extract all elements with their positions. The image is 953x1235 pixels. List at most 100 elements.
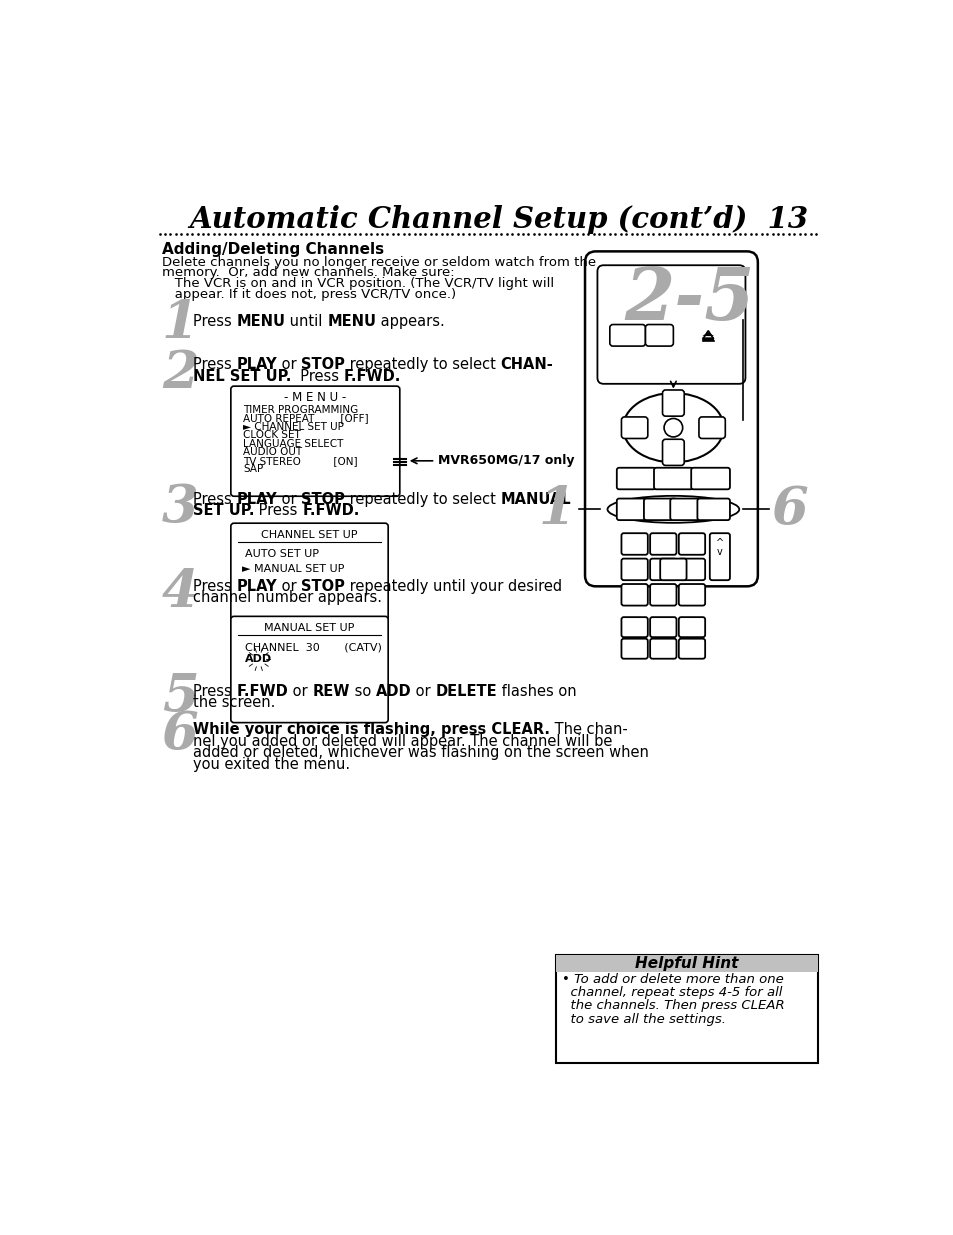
FancyBboxPatch shape [620, 638, 647, 658]
Text: or: or [276, 357, 301, 372]
Text: TIMER PROGRAMMING: TIMER PROGRAMMING [243, 405, 358, 415]
Text: MANUAL SET UP: MANUAL SET UP [264, 622, 355, 632]
FancyBboxPatch shape [679, 558, 704, 580]
FancyBboxPatch shape [679, 584, 704, 605]
Text: CHANNEL SET UP: CHANNEL SET UP [261, 530, 357, 540]
Text: channel, repeat steps 4-5 for all: channel, repeat steps 4-5 for all [561, 987, 781, 999]
Text: MENU: MENU [236, 314, 285, 329]
Text: 5: 5 [162, 671, 198, 722]
FancyBboxPatch shape [661, 440, 683, 466]
Text: MENU: MENU [327, 314, 375, 329]
FancyBboxPatch shape [654, 468, 692, 489]
Text: ADD: ADD [245, 655, 272, 664]
Text: Press: Press [193, 314, 236, 329]
Text: 1: 1 [162, 299, 198, 350]
Text: Press: Press [193, 579, 236, 594]
FancyBboxPatch shape [597, 266, 744, 384]
Text: repeatedly until your desired: repeatedly until your desired [345, 579, 561, 594]
Text: SET UP.: SET UP. [193, 504, 254, 519]
Text: MANUAL: MANUAL [500, 492, 571, 506]
Text: F.FWD.: F.FWD. [343, 368, 401, 384]
FancyBboxPatch shape [697, 499, 729, 520]
Text: Press: Press [254, 504, 302, 519]
Text: PLAY: PLAY [236, 579, 276, 594]
Text: ^: ^ [715, 538, 723, 548]
Text: or: or [288, 683, 312, 699]
FancyBboxPatch shape [649, 584, 676, 605]
Text: The chan-: The chan- [549, 722, 627, 737]
Text: PLAY: PLAY [236, 357, 276, 372]
FancyBboxPatch shape [231, 387, 399, 496]
Text: Press: Press [193, 683, 236, 699]
Text: 6: 6 [770, 484, 807, 535]
Text: CLOCK SET: CLOCK SET [243, 431, 301, 441]
FancyBboxPatch shape [679, 534, 704, 555]
FancyBboxPatch shape [617, 468, 655, 489]
Text: added or deleted, whichever was flashing on the screen when: added or deleted, whichever was flashing… [193, 745, 648, 761]
Text: ADD: ADD [375, 683, 411, 699]
Text: Adding/Deleting Channels: Adding/Deleting Channels [162, 242, 384, 257]
Text: 4: 4 [162, 567, 198, 618]
Bar [555, 955, 817, 972]
FancyBboxPatch shape [649, 558, 676, 580]
Text: DELETE: DELETE [435, 683, 497, 699]
FancyBboxPatch shape [609, 325, 645, 346]
Text: CHAN-: CHAN- [500, 357, 553, 372]
Text: you exited the menu.: you exited the menu. [193, 757, 350, 772]
Text: NEL SET UP.: NEL SET UP. [193, 368, 291, 384]
Text: 1: 1 [538, 484, 575, 535]
Text: or: or [411, 683, 435, 699]
Text: - M E N U -: - M E N U - [284, 391, 346, 404]
FancyBboxPatch shape [661, 390, 683, 416]
FancyBboxPatch shape [699, 417, 724, 438]
Text: AUTO REPEAT        [OFF]: AUTO REPEAT [OFF] [243, 414, 369, 424]
Text: Helpful Hint: Helpful Hint [634, 956, 738, 971]
Text: until: until [285, 314, 327, 329]
Text: appears.: appears. [375, 314, 444, 329]
FancyBboxPatch shape [679, 618, 704, 637]
FancyBboxPatch shape [670, 499, 702, 520]
Text: Press: Press [291, 368, 343, 384]
FancyBboxPatch shape [679, 638, 704, 658]
Text: TV STEREO          [ON]: TV STEREO [ON] [243, 456, 357, 466]
Text: Delete channels you no longer receive or seldom watch from the: Delete channels you no longer receive or… [162, 256, 596, 269]
Text: 6: 6 [162, 709, 198, 761]
Text: the screen.: the screen. [193, 695, 275, 710]
Text: LANGUAGE SELECT: LANGUAGE SELECT [243, 438, 343, 448]
Text: flashes on: flashes on [497, 683, 576, 699]
Text: repeatedly to select: repeatedly to select [345, 492, 500, 506]
FancyBboxPatch shape [709, 534, 729, 580]
Text: • To add or delete more than one: • To add or delete more than one [561, 973, 782, 987]
FancyBboxPatch shape [620, 618, 647, 637]
Text: STOP: STOP [301, 579, 345, 594]
Text: ► CHANNEL SET UP: ► CHANNEL SET UP [243, 422, 344, 432]
Text: MVR650MG/17 only: MVR650MG/17 only [437, 454, 574, 467]
Text: v: v [717, 547, 722, 557]
Text: ⏏: ⏏ [700, 329, 715, 343]
FancyBboxPatch shape [620, 584, 647, 605]
Text: repeatedly to select: repeatedly to select [345, 357, 500, 372]
Text: While your choice is flashing, press CLEAR.: While your choice is flashing, press CLE… [193, 722, 549, 737]
Text: STOP: STOP [301, 357, 345, 372]
Bar [555, 955, 817, 1063]
Text: AUDIO OUT: AUDIO OUT [243, 447, 302, 457]
Text: Automatic Channel Setup (cont’d)  13: Automatic Channel Setup (cont’d) 13 [190, 205, 808, 235]
FancyBboxPatch shape [231, 616, 388, 722]
FancyBboxPatch shape [659, 558, 686, 580]
FancyBboxPatch shape [620, 534, 647, 555]
Text: F.FWD: F.FWD [236, 683, 288, 699]
Text: REW: REW [312, 683, 349, 699]
Text: the channels. Then press CLEAR: the channels. Then press CLEAR [561, 999, 783, 1013]
Text: so: so [349, 683, 375, 699]
FancyBboxPatch shape [617, 499, 649, 520]
FancyBboxPatch shape [649, 534, 676, 555]
Text: to save all the settings.: to save all the settings. [561, 1013, 725, 1025]
Text: or: or [276, 492, 301, 506]
Text: 2-5: 2-5 [623, 263, 754, 335]
Text: channel number appears.: channel number appears. [193, 590, 381, 605]
FancyBboxPatch shape [649, 618, 676, 637]
FancyBboxPatch shape [643, 499, 676, 520]
FancyBboxPatch shape [620, 558, 647, 580]
Text: ► MANUAL SET UP: ► MANUAL SET UP [241, 563, 344, 573]
FancyBboxPatch shape [231, 524, 388, 620]
